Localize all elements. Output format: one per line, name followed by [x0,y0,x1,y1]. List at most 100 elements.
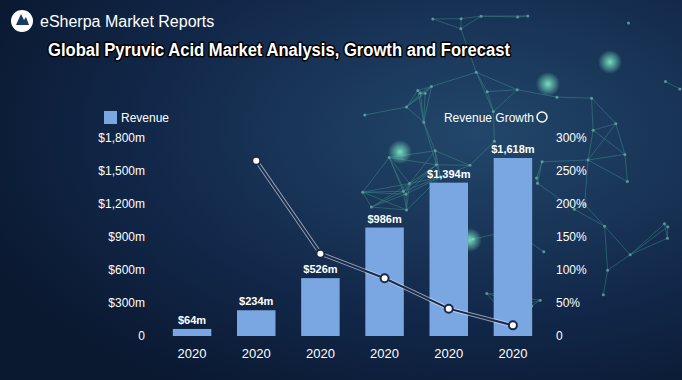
network-node [485,292,488,295]
network-node [541,160,544,163]
y-tick-label: $1,500m [98,164,145,178]
y2-axis: 050%100%150%200%250%300% [556,131,587,343]
network-node [606,269,609,272]
y-tick-label: 0 [138,329,145,343]
line-marker [381,274,389,282]
network-node [370,206,373,209]
chart: eSherpa Market Reports Global Pyruvic Aci… [0,0,682,380]
y-tick-label: $1,800m [98,131,145,145]
network-node [435,163,438,166]
network-line [363,157,389,192]
network-node [405,208,408,211]
network-line [538,162,543,183]
network-node [590,97,593,100]
network-line [407,91,418,107]
y-axis: 0$300m$600m$900m$1,200m$1,500m$1,800m [98,131,145,343]
network-node [402,190,405,193]
network-line [588,154,625,160]
y-tick-label: $600m [108,263,145,277]
network-line [363,192,407,210]
network-line [363,184,410,193]
legend: RevenueRevenue Growth [104,111,547,125]
network-line [630,224,664,255]
network-line [420,86,431,93]
network-node [526,14,529,17]
network-line [460,19,461,29]
network-line [592,98,616,124]
network-line [542,160,588,162]
network-line [625,154,627,181]
network-node [516,15,519,18]
network-line [605,226,608,270]
network-line [433,18,461,19]
y2-tick-label: 200% [556,197,587,211]
network-line [424,86,432,122]
line-marker [252,157,260,165]
network-line [424,122,435,151]
network-node [627,21,630,24]
network-line [461,16,481,19]
network-node [475,71,478,74]
data-label: $1,394m [427,168,471,180]
network-line [433,19,461,29]
y2-tick-label: 100% [556,263,587,277]
network-line [608,255,631,270]
y2-tick-label: 0 [556,329,563,343]
network-line [588,160,627,182]
network-node [430,85,433,88]
network-node [460,17,463,20]
network-line [605,226,630,255]
background [0,0,682,380]
network-line [407,184,410,210]
network-line [588,124,616,160]
network-line [476,72,487,91]
network-node [535,177,538,180]
network-node [486,90,489,93]
network-line [588,130,593,160]
network-line [365,107,407,115]
network-line [481,16,518,18]
network-line [363,192,372,207]
line [256,161,513,326]
network-line [363,192,406,194]
legend-label: Revenue Growth [444,111,534,125]
network-node [555,96,558,99]
x-tick-label: 2020 [306,346,335,361]
network-node [603,225,606,228]
data-label: $64m [178,314,206,326]
network-node [626,180,629,183]
network-node [419,92,422,95]
title: Global Pyruvic Acid Market Analysis, Gro… [48,40,510,60]
data-label: $1,618m [491,143,535,155]
logo-icon [11,10,33,32]
network-node [664,80,667,83]
network-line [461,16,481,29]
x-axis: 202020202020202020202020 [178,346,528,361]
network-node [363,113,366,116]
network-line [532,300,540,306]
bar [494,158,532,336]
network-node [678,87,681,90]
network-node [623,153,626,156]
network-line [667,227,668,238]
network-node [408,182,411,185]
line-marker [445,305,453,313]
network-node [666,237,669,240]
network-line [493,90,517,112]
network-glow [598,50,622,74]
network-node [614,122,617,125]
network-line [431,72,476,86]
network-glow [388,140,412,164]
network-node [592,129,595,132]
network-line [418,86,432,90]
brand: eSherpa Market Reports [40,13,214,30]
x-tick-label: 2020 [242,346,271,361]
network-line [593,130,625,154]
y2-tick-label: 150% [556,230,587,244]
network-node [663,222,666,225]
network-line [487,92,493,112]
network-line [630,238,667,255]
network-node [459,27,462,30]
network-line [424,122,437,165]
network-line [616,124,625,155]
